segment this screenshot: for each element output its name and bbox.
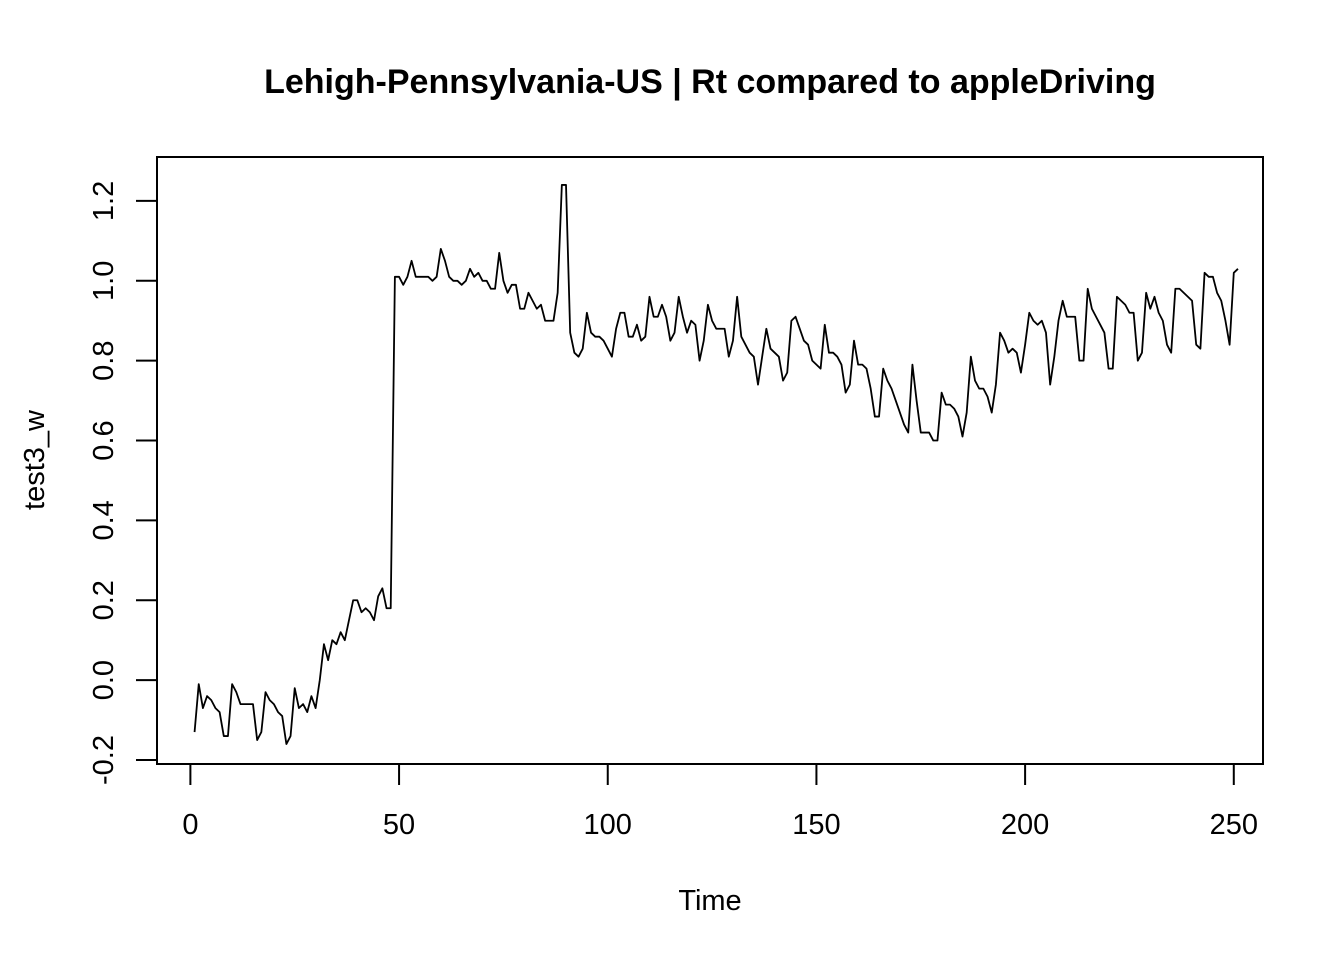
x-tick-label: 0: [182, 809, 198, 841]
x-tick-label: 250: [1210, 809, 1258, 841]
y-axis-label: test3_w: [19, 409, 51, 510]
y-tick-label: 0.6: [88, 420, 120, 460]
y-tick-label: 0.0: [88, 660, 120, 700]
x-axis: 0 50 100 150 200 250: [182, 763, 1258, 841]
y-tick-label: 0.2: [88, 580, 120, 620]
x-tick-label: 100: [584, 809, 632, 841]
y-tick-label: -0.2: [88, 735, 120, 785]
y-tick-label: 0.8: [88, 341, 120, 381]
series-line: [193, 184, 1239, 745]
x-tick-label: 50: [383, 809, 415, 841]
x-axis-label: Time: [678, 885, 741, 917]
y-tick-label: 1.2: [88, 181, 120, 221]
y-tick-label: 1.0: [88, 261, 120, 301]
plot-frame: [156, 156, 1264, 765]
y-axis: -0.2 0.0 0.2 0.4 0.6 0.8 1.0 1.2: [88, 181, 158, 785]
x-tick-label: 150: [792, 809, 840, 841]
chart-title: Lehigh-Pennsylvania-US | Rt compared to …: [264, 63, 1156, 101]
x-tick-label: 200: [1001, 809, 1049, 841]
y-tick-label: 0.4: [88, 500, 120, 540]
